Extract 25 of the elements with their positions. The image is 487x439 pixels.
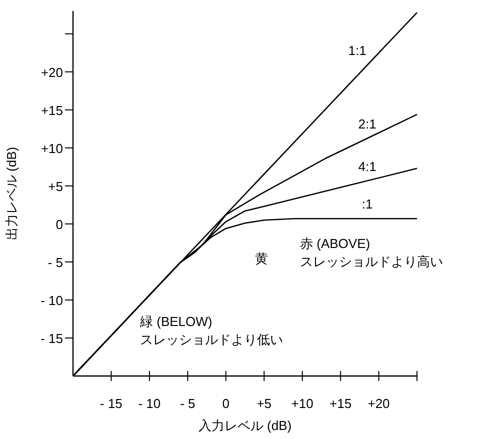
y-tick-label: 0 <box>56 216 63 232</box>
x-tick-label: +5 <box>256 396 272 411</box>
series-label: 4:1 <box>358 158 376 174</box>
x-axis-title: 入力レベル (dB) <box>198 418 292 433</box>
x-tick-label: +15 <box>330 396 352 411</box>
y-tick-label: +10 <box>40 140 63 156</box>
y-tick-label: - 15 <box>40 330 63 346</box>
y-tick-label: +20 <box>40 64 63 80</box>
x-tick-label: - 10 <box>138 396 161 411</box>
y-tick-label: +15 <box>40 102 63 118</box>
y-tick-label: +5 <box>48 178 63 194</box>
y-tick-label: - 5 <box>48 254 63 270</box>
annotation: 黄 <box>255 251 268 266</box>
series-label: 1:1 <box>348 43 366 58</box>
x-tick-label: 0 <box>222 396 230 411</box>
x-tick-label: - 5 <box>180 396 196 411</box>
x-tick-label: - 15 <box>100 396 122 411</box>
y-axis-title: 出力レベル (dB) <box>4 146 19 240</box>
series-label: 2:1 <box>358 116 376 132</box>
x-tick-label: +20 <box>368 396 390 411</box>
y-tick-label: - 10 <box>40 292 63 308</box>
annotation: 緑 (BELOW) スレッショルドより低い <box>139 314 283 347</box>
series-label: :1 <box>362 196 373 212</box>
x-tick-label: +10 <box>291 396 314 411</box>
annotation: 赤 (ABOVE) スレッショルドより高い <box>300 236 443 269</box>
